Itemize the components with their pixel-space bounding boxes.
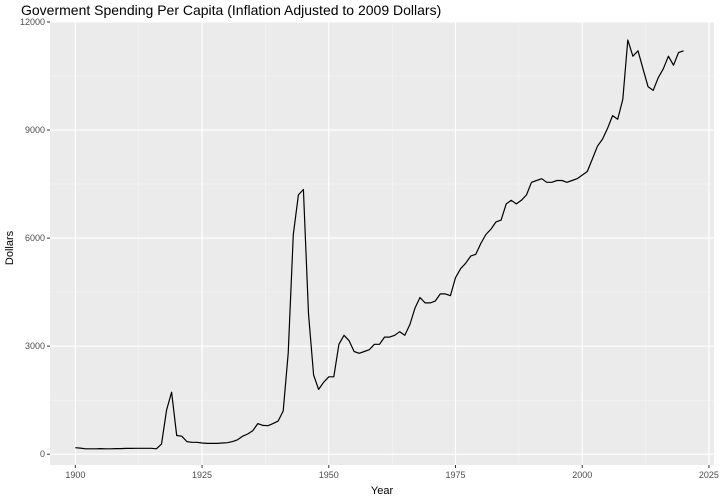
- x-tick-label: 1925: [192, 470, 212, 480]
- y-tick-label: 0: [40, 449, 45, 459]
- x-tick-label: 1975: [445, 470, 465, 480]
- x-tick-label: 1900: [65, 470, 85, 480]
- series-layer: [75, 39, 684, 450]
- x-tick-label: 2000: [572, 470, 592, 480]
- y-tick-label: 12000: [20, 17, 45, 27]
- x-tick-label: 2025: [699, 470, 719, 480]
- plot-panel: [50, 22, 714, 465]
- series-line: [75, 39, 684, 450]
- axis-ticks: 1900 1925 1950 1975 2000 2025 0 3000 6000 9000 120…: [20, 17, 719, 480]
- x-tick-label: 1950: [319, 470, 339, 480]
- y-axis-title: Dollars: [4, 230, 16, 265]
- x-axis-title: Year: [371, 485, 394, 497]
- y-tick-label: 6000: [25, 233, 45, 243]
- y-tick-label: 3000: [25, 341, 45, 351]
- chart-title: Goverment Spending Per Capita (Inflation…: [21, 2, 441, 18]
- grid-lines: [50, 21, 714, 465]
- y-tick-label: 9000: [25, 125, 45, 135]
